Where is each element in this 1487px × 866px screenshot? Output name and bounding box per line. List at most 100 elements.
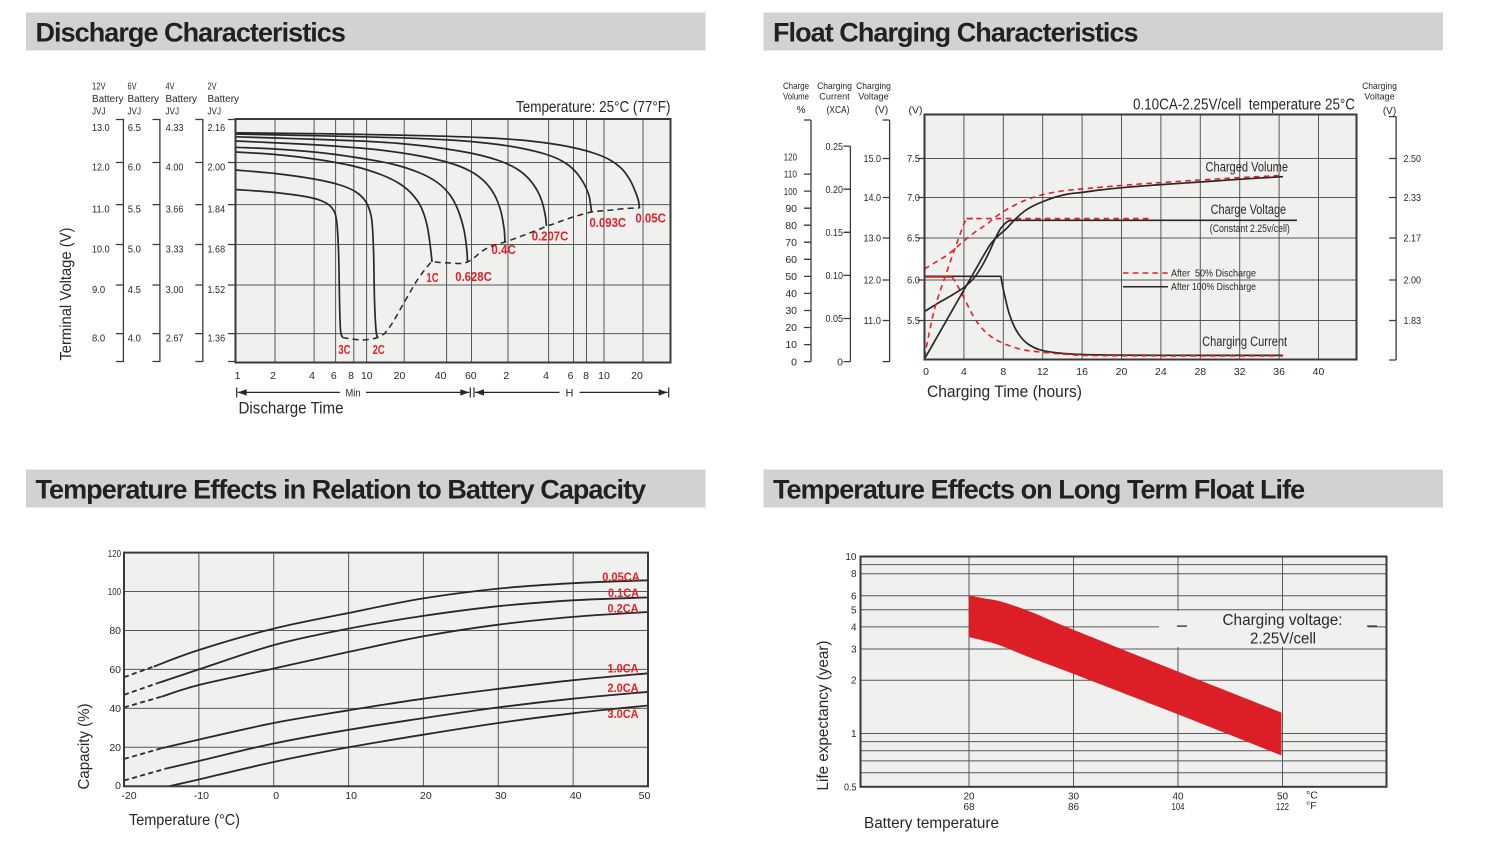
svg-text:0: 0: [115, 780, 121, 792]
svg-text:2: 2: [851, 676, 857, 687]
svg-text:12: 12: [1037, 366, 1049, 378]
svg-text:40: 40: [785, 288, 797, 300]
svg-text:°C: °C: [1306, 790, 1318, 802]
svg-text:80: 80: [109, 625, 121, 637]
svg-text:104: 104: [1172, 802, 1185, 813]
svg-text:Life expectancy (year): Life expectancy (year): [815, 641, 832, 791]
svg-text:90: 90: [785, 203, 797, 215]
svg-text:15.0: 15.0: [864, 153, 882, 165]
svg-text:9.0: 9.0: [92, 284, 105, 296]
svg-text:6.0: 6.0: [907, 275, 920, 287]
svg-text:40: 40: [109, 703, 121, 715]
svg-text:4.5: 4.5: [128, 284, 141, 296]
svg-text:1C: 1C: [426, 271, 438, 285]
svg-text:30: 30: [495, 790, 507, 802]
svg-text:2.17: 2.17: [1404, 233, 1422, 245]
svg-text:0.2CA: 0.2CA: [608, 602, 639, 616]
svg-text:2.25V/cell: 2.25V/cell: [1250, 631, 1316, 648]
svg-text:Charged Volume: Charged Volume: [1206, 160, 1289, 176]
svg-text:Charge: Charge: [783, 81, 809, 92]
svg-text:2.00: 2.00: [208, 162, 226, 174]
svg-text:20: 20: [1116, 366, 1128, 378]
svg-text:Charging Time (hours): Charging Time (hours): [927, 383, 1082, 401]
svg-text:Battery temperature: Battery temperature: [864, 815, 999, 832]
svg-text:120: 120: [784, 152, 797, 164]
svg-text:11.0: 11.0: [92, 204, 110, 216]
svg-text:122: 122: [1276, 802, 1289, 813]
svg-text:3.00: 3.00: [166, 284, 184, 296]
svg-text:8: 8: [348, 370, 354, 382]
svg-text:10: 10: [598, 370, 610, 382]
svg-text:2: 2: [503, 370, 509, 382]
svg-text:3.66: 3.66: [166, 204, 184, 216]
svg-text:%: %: [797, 105, 806, 116]
svg-text:JVJ: JVJ: [92, 107, 106, 118]
svg-text:Temperature Effects in Relatio: Temperature Effects in Relation to Batte…: [36, 475, 647, 505]
svg-text:2.0CA: 2.0CA: [608, 681, 639, 695]
svg-text:0: 0: [273, 790, 279, 802]
svg-text:0.4C: 0.4C: [491, 243, 515, 257]
svg-text:Charging: Charging: [817, 81, 852, 92]
svg-text:4: 4: [543, 370, 549, 382]
svg-text:50: 50: [1277, 792, 1289, 803]
svg-text:86: 86: [1068, 802, 1080, 813]
svg-text:7.0: 7.0: [907, 192, 920, 204]
svg-text:Discharge Time: Discharge Time: [239, 399, 344, 417]
svg-text:14.0: 14.0: [864, 192, 882, 204]
svg-text:0: 0: [837, 356, 843, 368]
svg-text:0.25: 0.25: [826, 141, 844, 153]
svg-text:Charging: Charging: [856, 81, 891, 92]
svg-text:2: 2: [270, 370, 276, 382]
svg-text:0.5: 0.5: [844, 782, 857, 793]
svg-text:Charging: Charging: [1362, 81, 1397, 92]
svg-text:(Constant 2.25v/cell): (Constant 2.25v/cell): [1210, 223, 1290, 235]
svg-text:4: 4: [851, 623, 857, 634]
svg-text:4.00: 4.00: [166, 162, 184, 174]
svg-text:32: 32: [1234, 366, 1246, 378]
svg-text:60: 60: [465, 370, 477, 382]
svg-text:0.628C: 0.628C: [455, 270, 492, 284]
svg-text:68: 68: [963, 802, 975, 813]
svg-text:0: 0: [791, 356, 797, 368]
svg-text:Temperature Effects on Long Te: Temperature Effects on Long Term Float L…: [773, 475, 1305, 505]
svg-text:4V: 4V: [166, 82, 175, 93]
svg-text:20: 20: [963, 792, 975, 803]
svg-text:1.52: 1.52: [208, 284, 226, 296]
svg-text:40: 40: [435, 370, 447, 382]
svg-text:12V: 12V: [92, 82, 106, 93]
svg-text:Battery: Battery: [92, 94, 124, 105]
svg-text:6V: 6V: [128, 82, 137, 93]
svg-text:8: 8: [583, 370, 589, 382]
svg-text:5.5: 5.5: [128, 204, 141, 216]
svg-text:1.83: 1.83: [1404, 315, 1422, 327]
svg-text:Float Charging Characteristics: Float Charging Characteristics: [773, 18, 1138, 48]
svg-text:Battery: Battery: [128, 94, 160, 105]
svg-text:2.50: 2.50: [1404, 153, 1422, 165]
svg-text:30: 30: [785, 305, 797, 317]
svg-text:0.10CA-2.25V/cell temperature: 0.10CA-2.25V/cell temperature 25°C: [1133, 97, 1355, 114]
svg-text:50: 50: [785, 271, 797, 283]
svg-text:0.05CA: 0.05CA: [602, 570, 640, 584]
svg-text:20: 20: [631, 370, 643, 382]
svg-text:5.0: 5.0: [128, 244, 141, 256]
svg-text:70: 70: [785, 237, 797, 249]
svg-text:Capacity (%): Capacity (%): [76, 704, 93, 790]
svg-text:30: 30: [1068, 792, 1080, 803]
svg-text:4.33: 4.33: [166, 122, 184, 134]
svg-text:40: 40: [570, 790, 582, 802]
svg-text:50: 50: [639, 790, 651, 802]
svg-text:10: 10: [345, 790, 357, 802]
svg-text:6: 6: [568, 370, 574, 382]
svg-text:10: 10: [361, 370, 373, 382]
svg-text:6: 6: [331, 370, 337, 382]
svg-text:2.16: 2.16: [208, 122, 226, 134]
svg-text:120: 120: [108, 548, 121, 560]
svg-text:100: 100: [108, 586, 121, 598]
svg-text:36: 36: [1273, 366, 1285, 378]
svg-text:13.0: 13.0: [864, 233, 882, 245]
svg-text:0.05: 0.05: [826, 313, 844, 325]
svg-text:20: 20: [109, 742, 121, 754]
svg-text:Battery: Battery: [208, 94, 240, 105]
svg-text:1: 1: [235, 370, 241, 382]
svg-text:20: 20: [420, 790, 432, 802]
